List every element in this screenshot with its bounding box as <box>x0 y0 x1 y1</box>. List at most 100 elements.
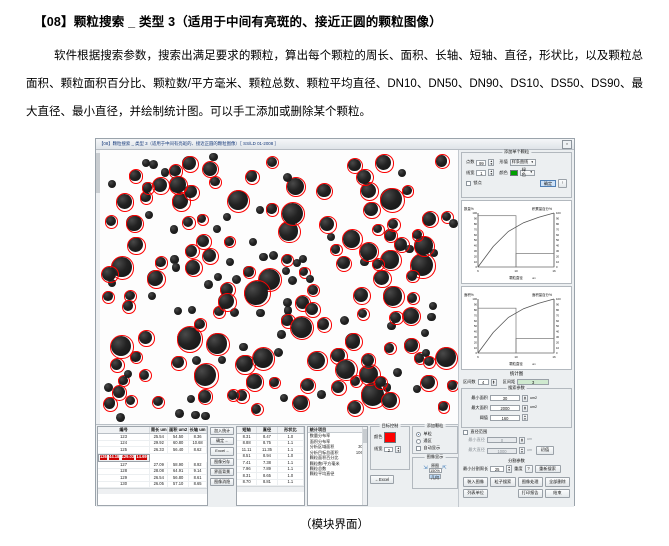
list-item[interactable]: 颗粒总数 <box>308 466 367 471</box>
list-item[interactable]: 数量分布率 <box>308 433 367 438</box>
zoom-level-value[interactable]: 150% <box>428 468 442 474</box>
measure-table[interactable]: 短轴 直径 形状比 8.31 8.47 1.0 8.88 8.75 1.1 11.11 11.35 1… <box>236 426 305 506</box>
load-image-button[interactable]: 装入图像 <box>463 477 489 487</box>
table-row[interactable]: 8.51 8.94 1.0 <box>237 453 304 461</box>
min-area-stepper[interactable]: ▲ ▼ <box>522 394 528 402</box>
min-perimeter-label: 最小分割周长 <box>463 465 489 471</box>
particle-outline <box>423 355 437 369</box>
table-cell: 11.11 <box>237 446 258 454</box>
print-report-button[interactable]: 打印报告 <box>517 488 543 498</box>
max-diameter-input[interactable]: 1000 <box>487 447 517 454</box>
line-width-stepper[interactable]: ▲ ▼ <box>488 169 495 177</box>
add-particle-radio-single[interactable] <box>416 432 422 438</box>
min-diameter-stepper[interactable]: ▲ ▼ <box>519 436 525 444</box>
max-area-stepper[interactable]: ▲ ▼ <box>522 404 528 412</box>
min-perimeter-stepper[interactable]: ▲ ▼ <box>506 465 513 473</box>
table-cell: 8.51 <box>237 453 258 461</box>
target-linewidth-stepper[interactable]: ▲ ▼ <box>395 446 402 454</box>
table-cell: 60.80 <box>167 440 189 448</box>
min-perimeter-input[interactable]: 25 <box>490 465 505 472</box>
table-row[interactable]: 8.31 8.65 1.0 <box>237 472 304 480</box>
table-cell: 11.35 <box>256 446 278 454</box>
description-paragraph: 软件根据搜索参数，搜索出满足要求的颗粒，算出每个颗粒的周长、面积、长轴、短轴、直… <box>26 42 643 126</box>
target-color-swatch[interactable] <box>384 432 397 443</box>
table-row[interactable]: 8.70 8.81 1.1 <box>237 479 304 487</box>
table-row[interactable]: 8.88 8.75 1.1 <box>237 440 304 448</box>
set-initial-button[interactable]: 初值 <box>536 445 554 456</box>
interval-count-stepper[interactable]: ▲ ▼ <box>490 378 497 386</box>
table-row[interactable]: 124 29.92 60.80 10.68 <box>98 440 208 448</box>
min-diameter-input[interactable]: 0 <box>487 437 517 444</box>
target-linewidth-input[interactable]: 2 <box>384 447 394 453</box>
excel-import-button[interactable]: ←Excel <box>370 475 394 485</box>
particle-blob <box>426 312 436 322</box>
fit-geometry-button[interactable]: 几何 <box>429 474 441 481</box>
particle-outline <box>383 342 397 356</box>
threshold-input[interactable]: 160 <box>490 414 520 421</box>
ui-background-button[interactable]: 界面背景 <box>210 467 235 476</box>
zoom-out-icon[interactable]: ⇲ <box>423 464 428 471</box>
rescan-button[interactable]: 重新搜索 <box>534 464 561 474</box>
list-item[interactable]: 分析区域面积 307 <box>308 444 367 449</box>
max-diameter-stepper[interactable]: ▲ ▼ <box>519 447 525 455</box>
particle-search-button[interactable]: 粒子搜索 <box>490 477 516 487</box>
exit-button[interactable]: 结束 <box>544 488 570 498</box>
table-row[interactable]: 127 27.09 58.90 8.92 <box>98 462 208 469</box>
max-area-input[interactable]: 2000 <box>490 405 520 412</box>
color-swatch-green[interactable] <box>509 170 518 176</box>
table-row[interactable]: 128 28.08 64.91 9.14 <box>98 468 208 476</box>
table-row[interactable]: 123 25.54 54.50 8.36 <box>98 433 208 441</box>
list-item[interactable]: 分析目标总面积 1067 <box>308 450 367 455</box>
fix-point-checkbox[interactable] <box>466 180 472 187</box>
particle-blob <box>108 180 117 189</box>
particle-blob <box>173 306 182 316</box>
image-process-button[interactable]: 图像处理 <box>517 477 543 487</box>
table-row[interactable]: 129 26.54 56.80 8.61 <box>98 474 208 482</box>
table-row[interactable]: 7.96 7.89 1.1 <box>237 466 304 474</box>
table-row[interactable]: 125 26.33 56.40 8.62 <box>98 446 208 454</box>
delete-all-button[interactable]: 全部删除 <box>544 477 570 487</box>
confirm-particle-button[interactable]: 确定 <box>540 180 556 187</box>
zoom-in-icon[interactable]: ⇱ <box>442 464 447 471</box>
close-icon[interactable]: × <box>562 139 572 149</box>
excel-export-button[interactable]: Excel→ <box>210 447 235 456</box>
particle-table-hscrollbar[interactable] <box>98 488 208 495</box>
particle-blob <box>256 309 265 318</box>
shape-select[interactable]: 样条曲线 ▼ <box>509 159 536 166</box>
threshold-stepper[interactable]: ▲ ▼ <box>522 414 528 422</box>
min-area-input[interactable]: 30 <box>490 395 520 402</box>
statistics-list-scrollbar[interactable] <box>362 427 367 505</box>
help-button[interactable]: ? <box>524 464 533 474</box>
list-units-button[interactable]: 列表单位 <box>463 488 489 498</box>
list-item[interactable]: 颗粒数/平方毫米 <box>308 461 367 466</box>
auto-display-checkbox[interactable] <box>416 445 422 452</box>
save-image-button[interactable]: 图像另存 <box>210 457 235 466</box>
confirm-button[interactable]: 确定→ <box>210 437 235 446</box>
add-single-particle-caption: 添加单个颗粒 <box>501 148 532 155</box>
table-cell: 1.1 <box>277 459 304 467</box>
add-to-stats-button[interactable]: 加入统计 <box>210 427 235 436</box>
particle-outline <box>151 395 166 409</box>
particle-table[interactable]: 编号 周长 um 面积 um2 长轴 um 123 25.54 54.50 8.36 124 29… <box>97 426 209 506</box>
particle-blob <box>283 306 293 315</box>
list-item[interactable]: 面积分布率 <box>308 439 367 444</box>
undo-button[interactable]: ↑ <box>558 179 567 188</box>
table-row[interactable]: 126 44.18 129.03 14.69 <box>98 453 150 463</box>
table-row[interactable]: 11.11 11.35 1.1 <box>237 446 304 454</box>
point-count-input[interactable]: 99 <box>476 159 487 166</box>
hide-image-button[interactable]: 图像消隐 <box>210 477 235 487</box>
add-particle-radio-region[interactable] <box>416 438 422 445</box>
diameter-range-checkbox[interactable] <box>463 429 469 436</box>
list-item[interactable]: 颗粒面积百分比 <box>308 455 367 460</box>
statistics-list-header: 统计项目 <box>307 427 367 434</box>
measure-table-hscrollbar[interactable] <box>237 486 304 493</box>
table-row[interactable]: 8.31 8.47 1.0 <box>237 433 304 441</box>
table-row[interactable]: 130 26.05 57.10 8.65 <box>98 481 208 489</box>
table-row[interactable]: 7.41 7.38 1.1 <box>237 459 304 467</box>
line-width-input[interactable]: 1 <box>476 169 487 176</box>
color-select[interactable]: 绿色 ▼ <box>519 168 535 176</box>
point-count-stepper[interactable]: ▲ ▼ <box>488 159 495 167</box>
interval-count-input[interactable]: 4 <box>477 379 489 386</box>
list-item[interactable]: 颗粒平均直径 <box>308 472 367 477</box>
